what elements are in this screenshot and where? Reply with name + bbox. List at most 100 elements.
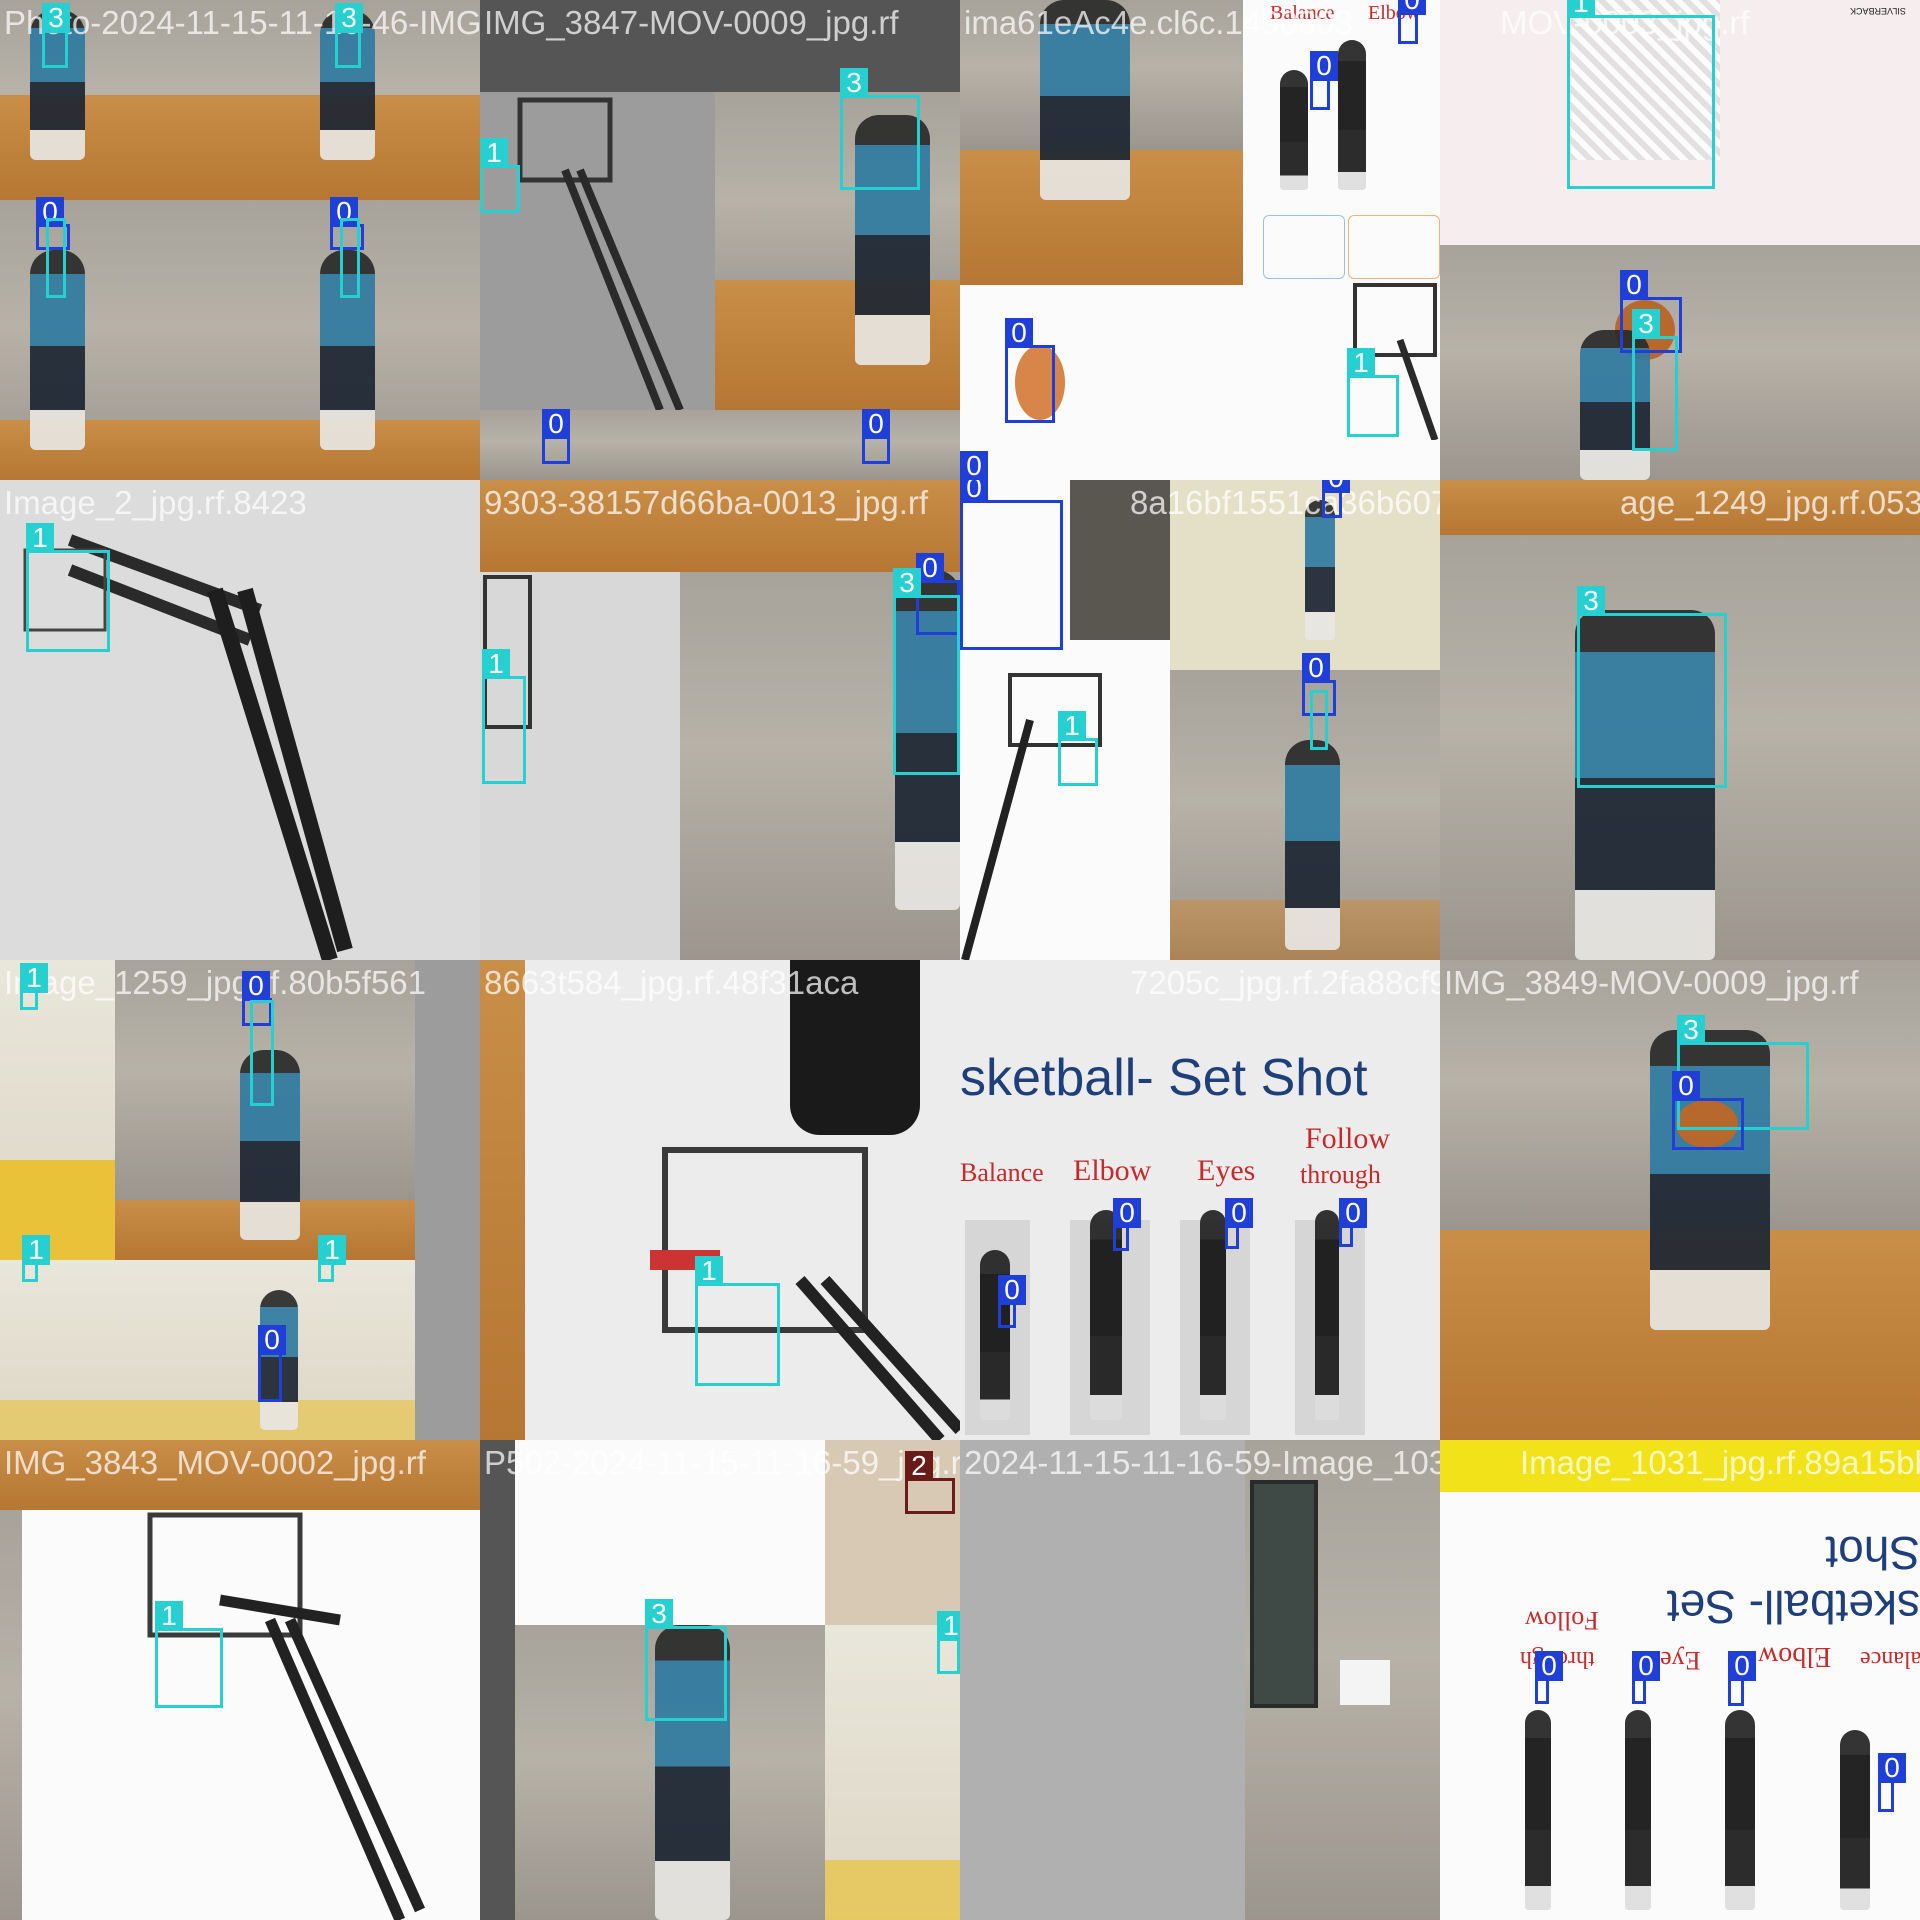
class-label: 0: [1310, 51, 1338, 81]
class-label: 3: [335, 3, 363, 33]
detection-box-shooter: 3: [1577, 586, 1727, 788]
scene-text-elbow: Elbow: [1073, 1154, 1152, 1187]
detection-box-shooter: 3: [42, 3, 70, 68]
detection-box-ball: 0: [1225, 1198, 1253, 1249]
detection-box-arm: 2: [905, 1451, 955, 1514]
detection-box-hoop: 1: [695, 1256, 780, 1386]
class-label: 1: [22, 1235, 50, 1265]
mosaic-tile-6: 9303-38157d66ba-0013_jpg.rf 0 3 1: [480, 480, 960, 960]
mosaic-tile-2: IMG_3847-MOV-0009_jpg.rf 3 1 0 0: [480, 0, 960, 480]
class-label: 3: [1632, 309, 1660, 339]
mosaic-tile-10: 8663t584_jpg.rf.48f31aca 1: [480, 960, 960, 1440]
class-label: 0: [862, 409, 890, 439]
mosaic-tile-16: sketball- Set Shot Follow through Eyes E…: [1440, 1440, 1920, 1920]
class-label: 1: [1567, 0, 1595, 18]
detection-box-ball: 0: [1535, 1651, 1563, 1704]
scene-text-balance: Balance: [1860, 1646, 1920, 1672]
class-label: 3: [840, 68, 868, 98]
class-label: 0: [1672, 1071, 1700, 1101]
detection-box-ball: 0: [242, 971, 272, 1026]
scene-text-set-shot: sketball- Set Shot: [960, 1049, 1368, 1107]
mosaic-tile-12: IMG_3849-MOV-0009_jpg.rf 3 0: [1440, 960, 1920, 1440]
detection-box-ball: 0: [1005, 318, 1055, 423]
hoop-stand-icon: [961, 673, 1102, 960]
detection-box-ball: 0: [1322, 480, 1350, 518]
detection-box-shooter: [340, 218, 360, 298]
detection-box-ball: 0: [1113, 1198, 1141, 1251]
detection-box-ball: 0: [1632, 1651, 1660, 1704]
detection-box-hoop: 1: [1347, 348, 1399, 437]
detection-box-ball: 0: [1672, 1071, 1744, 1150]
detection-box-ball: 0: [1339, 1198, 1367, 1247]
scene-text-follow: Follow: [1525, 1606, 1599, 1635]
class-label: 1: [26, 523, 54, 553]
detection-box-ball: 0: [258, 1325, 286, 1402]
detection-box-shooter: [1310, 690, 1328, 750]
scene-text-elbow: Elbow: [1758, 1641, 1832, 1672]
scene-text-follow: Follow: [1305, 1122, 1391, 1155]
class-label: 1: [20, 963, 48, 993]
class-label: 1: [480, 138, 508, 168]
detection-box-shooter: 3: [645, 1599, 727, 1721]
detection-box-ball: 0: [862, 409, 890, 464]
detection-box-shooter: 3: [335, 3, 363, 68]
detection-box-ball: 0: [1398, 0, 1426, 44]
class-label: 1: [482, 649, 510, 679]
class-label: 0: [242, 971, 270, 1001]
scene-text-balance: Balance: [960, 1158, 1044, 1187]
detection-box-ball: 0: [960, 480, 1063, 650]
hoop-stand-icon: [1353, 283, 1439, 440]
detection-box-hoop: 1: [26, 523, 110, 652]
class-label: 1: [155, 1601, 183, 1631]
detection-box-shooter: 3: [840, 68, 920, 190]
mosaic-tile-8: age_1249_jpg.rf.05321e4 3: [1440, 480, 1920, 960]
mosaic-tile-4: SILVERBACK MOV-0003_jpg.rf 1 0 3: [1440, 0, 1920, 480]
detection-box-hoop: 1: [937, 1611, 960, 1674]
class-label: 0: [1339, 1198, 1367, 1228]
class-label: 3: [42, 3, 70, 33]
detection-box-ball: 0: [1310, 51, 1338, 110]
class-label: 1: [1347, 348, 1375, 378]
mosaic-tile-7: 8a16bf1551ca36b607b6c 0 0 1 0: [960, 480, 1440, 960]
detection-box-hoop: 1: [318, 1235, 346, 1282]
class-label: 0: [1398, 0, 1426, 15]
detection-box-hoop: 1: [1567, 0, 1715, 189]
class-label: 3: [645, 1599, 673, 1629]
class-label: 0: [1878, 1753, 1906, 1783]
detection-box-hoop: 1: [480, 138, 520, 213]
class-label: 1: [318, 1235, 346, 1265]
detection-box-ball: 0: [998, 1275, 1026, 1328]
class-label: 0: [258, 1325, 286, 1355]
detection-box-ball: 0: [960, 451, 988, 480]
class-label: 0: [998, 1275, 1026, 1305]
class-label: 1: [1058, 711, 1086, 741]
detection-box-ball: 0: [1620, 270, 1682, 353]
detection-box-shooter: [250, 1000, 274, 1106]
mosaic-tile-14: P502-2024-11-15-11-16-59_jpg.rf 2 3 1: [480, 1440, 960, 1920]
mosaic-tile-3: Balance Elbow ima61eAc4e.cl6c.1490803 0 …: [960, 0, 1440, 480]
hoop-stand-icon: [23, 534, 353, 960]
mosaic-tile-11: sketball- Set Shot Balance Elbow Eyes Fo…: [960, 960, 1440, 1440]
class-label: 0: [1535, 1651, 1563, 1681]
scene-text-balance: Balance: [1270, 2, 1335, 24]
hoop-stand-icon: [147, 1512, 426, 1920]
class-label: 0: [1728, 1651, 1756, 1681]
class-label: 0: [1302, 653, 1330, 683]
detection-box-ball: 0: [542, 409, 570, 464]
class-label: 0: [1322, 480, 1350, 493]
mosaic-tile-9: Image_1259_jpg.rf.80b5f561 1 0 1 1 0: [0, 960, 480, 1440]
class-label: 3: [1677, 1015, 1705, 1045]
class-label: 3: [893, 568, 921, 598]
hoop-stand-icon: [517, 97, 684, 410]
detection-box-hoop: 1: [155, 1601, 223, 1708]
detection-box-ball: 0: [1878, 1753, 1906, 1812]
detection-box-shooter: [46, 218, 66, 298]
class-label: 3: [1577, 586, 1605, 616]
detection-box-ball: 0: [1302, 653, 1336, 716]
class-label: 0: [1225, 1198, 1253, 1228]
scene-text-eyes: Eyes: [1197, 1154, 1256, 1187]
mosaic-tile-13: IMG_3843_MOV-0002_jpg.rf 1: [0, 1440, 480, 1920]
class-label: 0: [1005, 318, 1033, 348]
scene-text-silverback: SILVERBACK: [1850, 6, 1906, 16]
detection-box-shooter: 3: [893, 568, 960, 775]
